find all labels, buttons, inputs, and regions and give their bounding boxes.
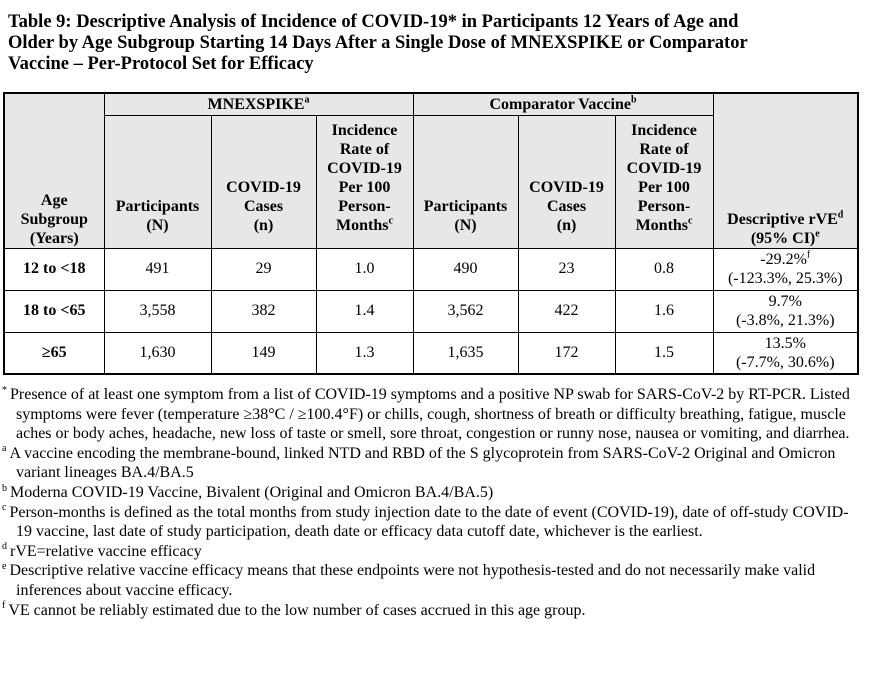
- mnexspike-incidence-rate-cell: 1.3: [315, 331, 414, 375]
- footnote-ref-a: a: [304, 94, 310, 106]
- mnexspike-incidence-rate-cell: 1.0: [315, 247, 414, 291]
- col-header-covid-cases-comparator: COVID-19 Cases (n): [517, 114, 616, 249]
- col-header-covid-cases-mnexspike: COVID-19 Cases (n): [210, 114, 317, 249]
- footnote-ref-d: d: [837, 209, 844, 221]
- rve-confidence-interval: (-7.7%, 30.6%): [735, 353, 835, 371]
- footnote-ref-e: e: [815, 228, 820, 240]
- footnote-ref-f: f: [806, 249, 811, 261]
- comparator-incidence-rate-cell: 1.6: [614, 289, 714, 333]
- rve-confidence-interval: (-3.8%, 21.3%): [735, 312, 835, 329]
- col-header-descriptive-rve: Descriptive rVEd (95% CI)e: [712, 92, 859, 249]
- age-subgroup-cell: 18 to <65: [3, 289, 105, 333]
- efficacy-table: Age Subgroup (Years) MNEXSPIKEa Comparat…: [3, 92, 860, 375]
- footnote-marker: *: [2, 384, 7, 396]
- descriptive-rve-cell: 13.5% (-7.7%, 30.6%): [712, 331, 859, 375]
- footnote-marker: b: [2, 482, 7, 494]
- age-subgroup-cell: ≥65: [3, 331, 105, 375]
- document-page: Table 9: Descriptive Analysis of Inciden…: [0, 12, 871, 676]
- descriptive-rve-cell: 9.7% (-3.8%, 21.3%): [712, 289, 859, 333]
- footnote-marker: f: [2, 600, 6, 612]
- mnexspike-participants-cell: 491: [103, 247, 212, 291]
- comparator-participants-cell: 490: [412, 247, 519, 291]
- comparator-participants-cell: 1,635: [412, 331, 519, 375]
- footnote-ref-b: b: [630, 94, 637, 106]
- footnote-marker: c: [2, 502, 7, 514]
- table-title: Table 9: Descriptive Analysis of Inciden…: [8, 12, 748, 74]
- footnote-c: c Person-months is defined as the total m…: [2, 502, 849, 541]
- descriptive-rve-cell: -29.2%f (-123.3%, 25.3%): [712, 247, 859, 291]
- footnote-e: e Descriptive relative vaccine efficacy m…: [2, 561, 816, 599]
- footnote-ref-c: c: [688, 215, 693, 227]
- age-subgroup-cell: 12 to <18: [3, 247, 105, 291]
- column-header-row: Participants (N) COVID-19 Cases (n) Inci…: [4, 114, 858, 249]
- col-header-age-subgroup: Age Subgroup (Years): [3, 92, 105, 249]
- comparator-cases-cell: 23: [517, 247, 616, 291]
- comparator-cases-cell: 172: [517, 331, 616, 375]
- col-header-incidence-rate-mnexspike: Incidence Rate of COVID-19 Per 100 Perso…: [315, 114, 414, 249]
- footnote-f: f VE cannot be reliably estimated due to …: [2, 600, 586, 619]
- rve-confidence-interval: (-123.3%, 25.3%): [727, 270, 843, 287]
- col-header-incidence-rate-comparator: Incidence Rate of COVID-19 Per 100 Perso…: [614, 114, 714, 249]
- group-header-mnexspike: MNEXSPIKEa: [103, 92, 414, 116]
- group-header-comparator-vaccine: Comparator Vaccineb: [412, 92, 714, 116]
- footnote-b: b Moderna COVID-19 Vaccine, Bivalent (Ori…: [2, 482, 494, 501]
- footnote-marker: e: [2, 561, 7, 573]
- mnexspike-participants-cell: 3,558: [103, 289, 212, 333]
- mnexspike-participants-cell: 1,630: [103, 331, 212, 375]
- footnote-asterisk: * Presence of at least one symptom from a…: [2, 384, 850, 443]
- mnexspike-incidence-rate-cell: 1.4: [315, 289, 414, 333]
- footnote-marker: a: [2, 443, 7, 455]
- comparator-participants-cell: 3,562: [412, 289, 519, 333]
- comparator-incidence-rate-cell: 0.8: [614, 247, 714, 291]
- table-row-18-to-65: 18 to <65 3,558 382 1.4 3,562 422 1.6 9.…: [3, 289, 859, 333]
- mnexspike-cases-cell: 29: [210, 247, 317, 291]
- group-header-row: Age Subgroup (Years) MNEXSPIKEa Comparat…: [3, 92, 859, 249]
- col-header-participants-comparator: Participants (N): [412, 114, 519, 249]
- table-row-65-plus: ≥65 1,630 149 1.3 1,635 172 1.5 13.5% (-…: [3, 331, 859, 375]
- footnotes: * Presence of at least one symptom from a…: [2, 385, 855, 620]
- footnote-marker: d: [2, 541, 7, 553]
- mnexspike-cases-cell: 382: [210, 289, 317, 333]
- comparator-incidence-rate-cell: 1.5: [614, 331, 714, 375]
- col-header-participants-mnexspike: Participants (N): [103, 114, 212, 249]
- footnote-d: d rVE=relative vaccine efficacy: [2, 541, 202, 560]
- footnote-ref-c: c: [388, 215, 393, 227]
- comparator-cases-cell: 422: [517, 289, 616, 333]
- table-row-12-to-18: 12 to <18 491 29 1.0 490 23 0.8 -29.2%f …: [3, 247, 859, 291]
- mnexspike-cases-cell: 149: [210, 331, 317, 375]
